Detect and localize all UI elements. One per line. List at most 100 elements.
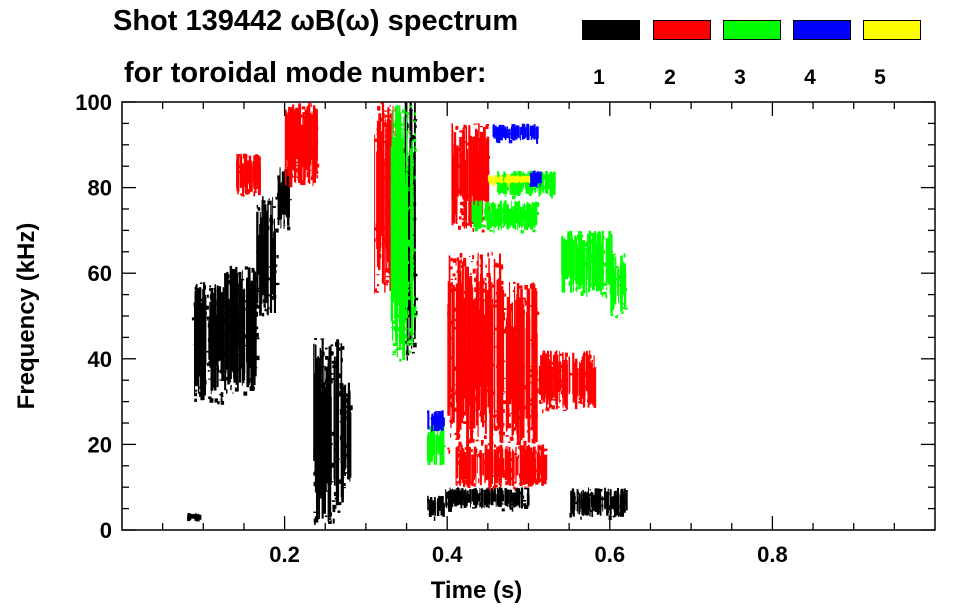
spectrum-blob xyxy=(311,152,314,157)
spectrum-blob xyxy=(401,352,403,355)
spectrum-streak xyxy=(511,302,514,437)
spectrum-streak xyxy=(479,450,482,476)
spectrum-streak xyxy=(570,492,573,513)
spectrum-blob xyxy=(407,194,412,196)
spectrum-blob xyxy=(481,149,485,151)
spectrum-blob xyxy=(585,264,589,269)
mode-2-region xyxy=(236,153,261,197)
spectrum-blob xyxy=(592,373,596,378)
spectrum-blob xyxy=(518,482,521,485)
spectrum-blob xyxy=(469,489,471,492)
spectrum-blob xyxy=(534,298,536,304)
spectrum-data xyxy=(187,102,628,525)
spectrum-blob xyxy=(381,194,385,197)
spectrum-streak xyxy=(513,209,516,222)
spectrum-streak xyxy=(396,152,398,334)
spectrum-streak xyxy=(442,423,445,465)
spectrum-blob xyxy=(387,130,391,135)
spectrum-streak xyxy=(550,351,552,393)
spectrum-blob xyxy=(488,290,490,295)
spectrum-blob xyxy=(199,299,203,301)
spectrum-streak xyxy=(577,493,579,509)
spectrum-streak xyxy=(257,157,260,188)
spectrum-blob xyxy=(474,396,476,399)
spectrum-blob xyxy=(459,154,462,157)
spectrum-blob xyxy=(411,234,416,238)
spectrum-blob xyxy=(486,144,489,147)
spectrum-blob xyxy=(266,225,270,231)
spectrum-blob xyxy=(578,373,581,375)
spectrum-blob xyxy=(219,369,223,374)
spectrum-blob xyxy=(333,361,337,364)
spectrum-blob xyxy=(495,472,500,477)
spectrum-blob xyxy=(320,409,323,411)
spectrum-streak xyxy=(615,266,617,305)
spectrum-streak xyxy=(501,126,503,140)
spectrum-blob xyxy=(205,351,210,353)
spectrum-blob xyxy=(463,144,465,149)
spectrum-blob xyxy=(462,467,466,469)
spectrum-blob xyxy=(449,266,453,270)
spectrum-blob xyxy=(500,286,504,291)
spectrum-streak xyxy=(487,491,490,504)
spectrum-blob xyxy=(507,423,512,429)
y-tick-label: 80 xyxy=(88,176,112,201)
spectrum-blob xyxy=(311,114,315,119)
spectrum-blob xyxy=(251,353,254,357)
spectrum-blob xyxy=(482,288,485,293)
spectrum-blob xyxy=(317,462,320,467)
spectrum-blob xyxy=(307,178,310,183)
spectrum-streak xyxy=(455,447,457,486)
spectrum-blob xyxy=(268,277,271,279)
spectrum-streak xyxy=(620,264,622,305)
spectrum-blob xyxy=(313,446,316,451)
spectrum-blob xyxy=(447,336,451,338)
spectrum-blob xyxy=(574,257,579,262)
spectrum-blob xyxy=(487,211,490,213)
spectrum-blob xyxy=(497,133,501,139)
spectrum-streak xyxy=(477,493,480,502)
spectrum-blob xyxy=(487,443,490,446)
spectrum-blob xyxy=(409,148,411,150)
spectrum-blob xyxy=(323,508,326,514)
spectrum-blob xyxy=(459,143,461,146)
spectrum-blob xyxy=(458,430,460,432)
spectrum-blob xyxy=(459,216,462,220)
spectrum-blob xyxy=(381,119,384,122)
spectrum-blob xyxy=(224,324,228,328)
spectrum-blob xyxy=(456,270,459,274)
spectrum-blob xyxy=(501,316,506,321)
spectrum-blob xyxy=(448,402,452,405)
spectrum-blob xyxy=(463,257,467,262)
spectrum-blob xyxy=(516,383,521,385)
mode-4-region xyxy=(492,123,539,144)
spectrum-blob xyxy=(502,315,505,318)
spectrum-blob xyxy=(549,194,552,197)
spectrum-blob xyxy=(200,392,204,396)
spectrum-blob xyxy=(511,506,514,512)
spectrum-blob xyxy=(496,373,498,375)
spectrum-blob xyxy=(502,328,507,334)
spectrum-blob xyxy=(553,398,557,401)
spectrum-streak xyxy=(287,114,291,176)
spectrum-streak xyxy=(515,487,519,502)
spectrum-blob xyxy=(316,507,318,512)
legend-label-mode-2: 2 xyxy=(664,66,676,89)
spectrum-blob xyxy=(315,470,319,473)
spectrum-blob xyxy=(473,425,475,429)
spectrum-blob xyxy=(483,393,486,398)
legend-label-mode-4: 4 xyxy=(804,66,816,89)
spectrum-streak xyxy=(218,286,222,361)
spectrum-blob xyxy=(472,476,476,480)
spectrum-blob xyxy=(413,119,418,122)
spectrum-blob xyxy=(454,318,457,322)
spectrum-blob xyxy=(271,295,275,300)
spectrum-blob xyxy=(204,308,206,312)
spectrum-streak xyxy=(435,436,437,466)
spectrum-blob xyxy=(458,441,462,447)
spectrum-blob xyxy=(578,397,580,400)
spectrum-blob xyxy=(313,452,317,458)
spectrum-blob xyxy=(380,102,384,105)
spectrum-blob xyxy=(492,415,497,418)
spectrum-blob xyxy=(224,289,227,294)
